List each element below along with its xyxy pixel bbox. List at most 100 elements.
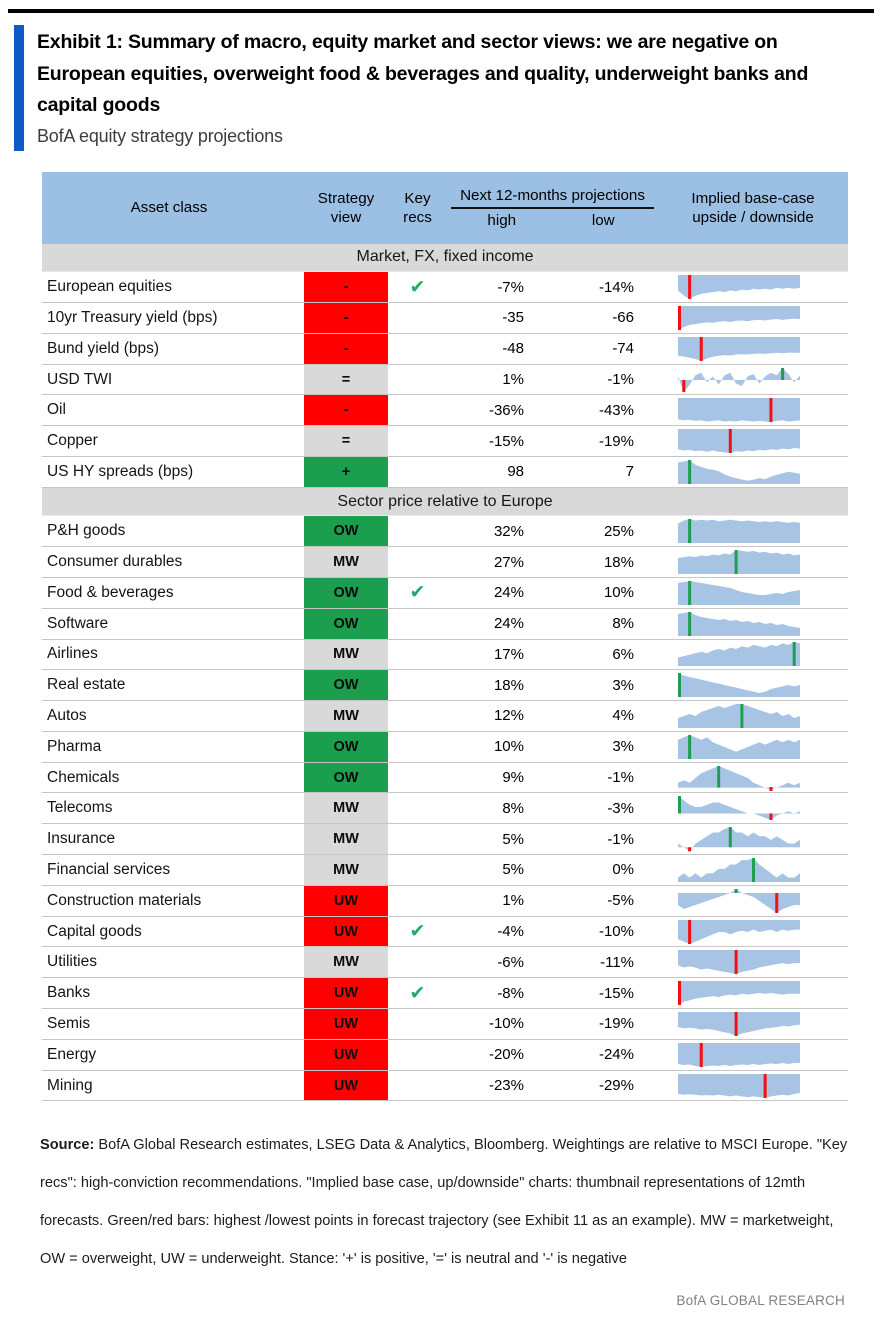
table-row: Mining UW -23% -29% [42, 1070, 848, 1102]
table-row: USD TWI = 1% -1% [42, 364, 848, 396]
asset-class-label: Food & beverages [47, 583, 174, 601]
sparkline-chart [678, 765, 800, 791]
strategy-view-cell: MW [304, 855, 388, 885]
projection-low-value: 3% [612, 676, 634, 694]
table-row: Chemicals OW 9% -1% [42, 762, 848, 794]
sparkline-chart [678, 827, 800, 852]
table-row: US HY spreads (bps) + 98 7 [42, 457, 848, 488]
projection-high-value: -4% [497, 923, 524, 941]
projection-high-value: 32% [493, 522, 524, 540]
projection-low-value: 8% [612, 615, 634, 633]
forecast-sparkline-cell [658, 272, 848, 302]
asset-class-label: Energy [47, 1045, 97, 1063]
spark-low-marker [699, 1042, 703, 1067]
checkmark-icon: ✔ [409, 276, 426, 298]
projection-high-value: -35 [502, 309, 524, 327]
exhibit-title: Exhibit 1: Summary of macro, equity mark… [37, 31, 809, 117]
asset-class-label: Construction materials [47, 891, 202, 909]
asset-class-label: USD TWI [47, 370, 113, 388]
sparkline-chart [678, 1011, 800, 1036]
strategy-view-cell: MW [304, 639, 388, 670]
checkmark-icon: ✔ [409, 982, 426, 1004]
strategy-view-badge: - [304, 272, 388, 303]
key-rec-cell [388, 609, 447, 639]
spark-high-marker [734, 888, 738, 893]
projection-low-value: -14% [598, 278, 634, 296]
strategy-view-badge: OW [304, 608, 388, 639]
asset-class-label: Oil [47, 401, 66, 419]
section-header: Market, FX, fixed income [42, 243, 848, 273]
projection-high-value: -10% [488, 1015, 524, 1033]
table-row: Real estate OW 18% 3% [42, 670, 848, 702]
projection-low-value: 18% [603, 553, 634, 571]
source-label: Source: [40, 1137, 95, 1154]
key-rec-cell [388, 426, 447, 456]
strategy-view-badge: - [304, 303, 388, 333]
key-rec-cell [388, 763, 447, 793]
forecast-sparkline-cell [658, 365, 848, 395]
projection-high-value: -6% [497, 953, 524, 971]
spark-high-marker [792, 642, 796, 667]
strategy-view-badge: = [304, 364, 388, 395]
asset-class-label: European equities [47, 278, 172, 296]
projection-low-value: -15% [598, 984, 634, 1002]
forecast-sparkline-cell [658, 855, 848, 885]
spark-high-marker [688, 459, 692, 484]
strategy-view-badge: UW [304, 1070, 388, 1101]
strategy-view-cell: + [304, 457, 388, 487]
strategy-view-badge: OW [304, 670, 388, 701]
spark-low-marker [728, 429, 732, 454]
key-rec-cell [388, 303, 447, 333]
strategy-view-cell: - [304, 395, 388, 426]
projection-high-value: 24% [493, 584, 524, 602]
forecast-sparkline-cell [658, 609, 848, 639]
asset-class-label: Pharma [47, 737, 102, 755]
projection-high-value: -23% [488, 1077, 524, 1095]
key-rec-cell [388, 547, 447, 577]
sparkline-chart [678, 336, 800, 361]
key-rec-cell [388, 886, 447, 916]
projection-low-value: -10% [598, 923, 634, 941]
asset-class-label: Mining [47, 1076, 93, 1094]
forecast-sparkline-cell [658, 334, 848, 364]
checkmark-icon: ✔ [409, 921, 426, 943]
strategy-view-badge: UW [304, 1009, 388, 1039]
strategy-view-badge: OW [304, 762, 388, 793]
key-rec-cell [388, 947, 447, 977]
strategy-view-badge: UW [304, 1039, 388, 1070]
forecast-sparkline-cell [658, 793, 848, 823]
sparkline-chart [678, 580, 800, 605]
asset-class-label: Real estate [47, 676, 126, 694]
projection-low-value: 10% [603, 584, 634, 602]
table-row: 10yr Treasury yield (bps) - -35 -66 [42, 303, 848, 334]
spark-high-marker [688, 580, 692, 605]
key-rec-cell: ✔ [388, 917, 447, 947]
projection-low-value: -3% [607, 799, 634, 817]
strategy-view-cell: UW [304, 1009, 388, 1039]
table-row: Airlines MW 17% 6% [42, 639, 848, 671]
column-header-implied-upside: Implied base-case upside / downside [691, 189, 815, 226]
projection-high-value: 24% [493, 615, 524, 633]
spark-high-marker [752, 857, 756, 882]
spark-low-marker [682, 379, 686, 392]
sparkline-chart [678, 1042, 800, 1067]
table-row: Telecoms MW 8% -3% [42, 793, 848, 825]
strategy-view-cell: - [304, 333, 388, 364]
asset-class-label: Consumer durables [47, 553, 183, 570]
projection-low-value: -1% [607, 830, 634, 848]
table-row: Copper = -15% -19% [42, 426, 848, 458]
spark-low-marker [734, 1011, 738, 1036]
strategy-view-cell: OW [304, 577, 388, 608]
strategy-view-badge: MW [304, 824, 388, 855]
column-header-high: high [487, 211, 517, 229]
sparkline-chart [678, 367, 800, 392]
projection-low-value: -43% [598, 401, 634, 419]
asset-class-label: Chemicals [47, 768, 120, 786]
projection-high-value: 8% [502, 799, 524, 817]
table-row: Construction materials UW 1% -5% [42, 885, 848, 917]
sparkline-chart [678, 919, 800, 944]
projection-high-value: 1% [502, 892, 524, 910]
spark-low-marker [688, 275, 692, 300]
strategy-view-badge: MW [304, 547, 388, 577]
sparkline-chart [678, 429, 800, 454]
